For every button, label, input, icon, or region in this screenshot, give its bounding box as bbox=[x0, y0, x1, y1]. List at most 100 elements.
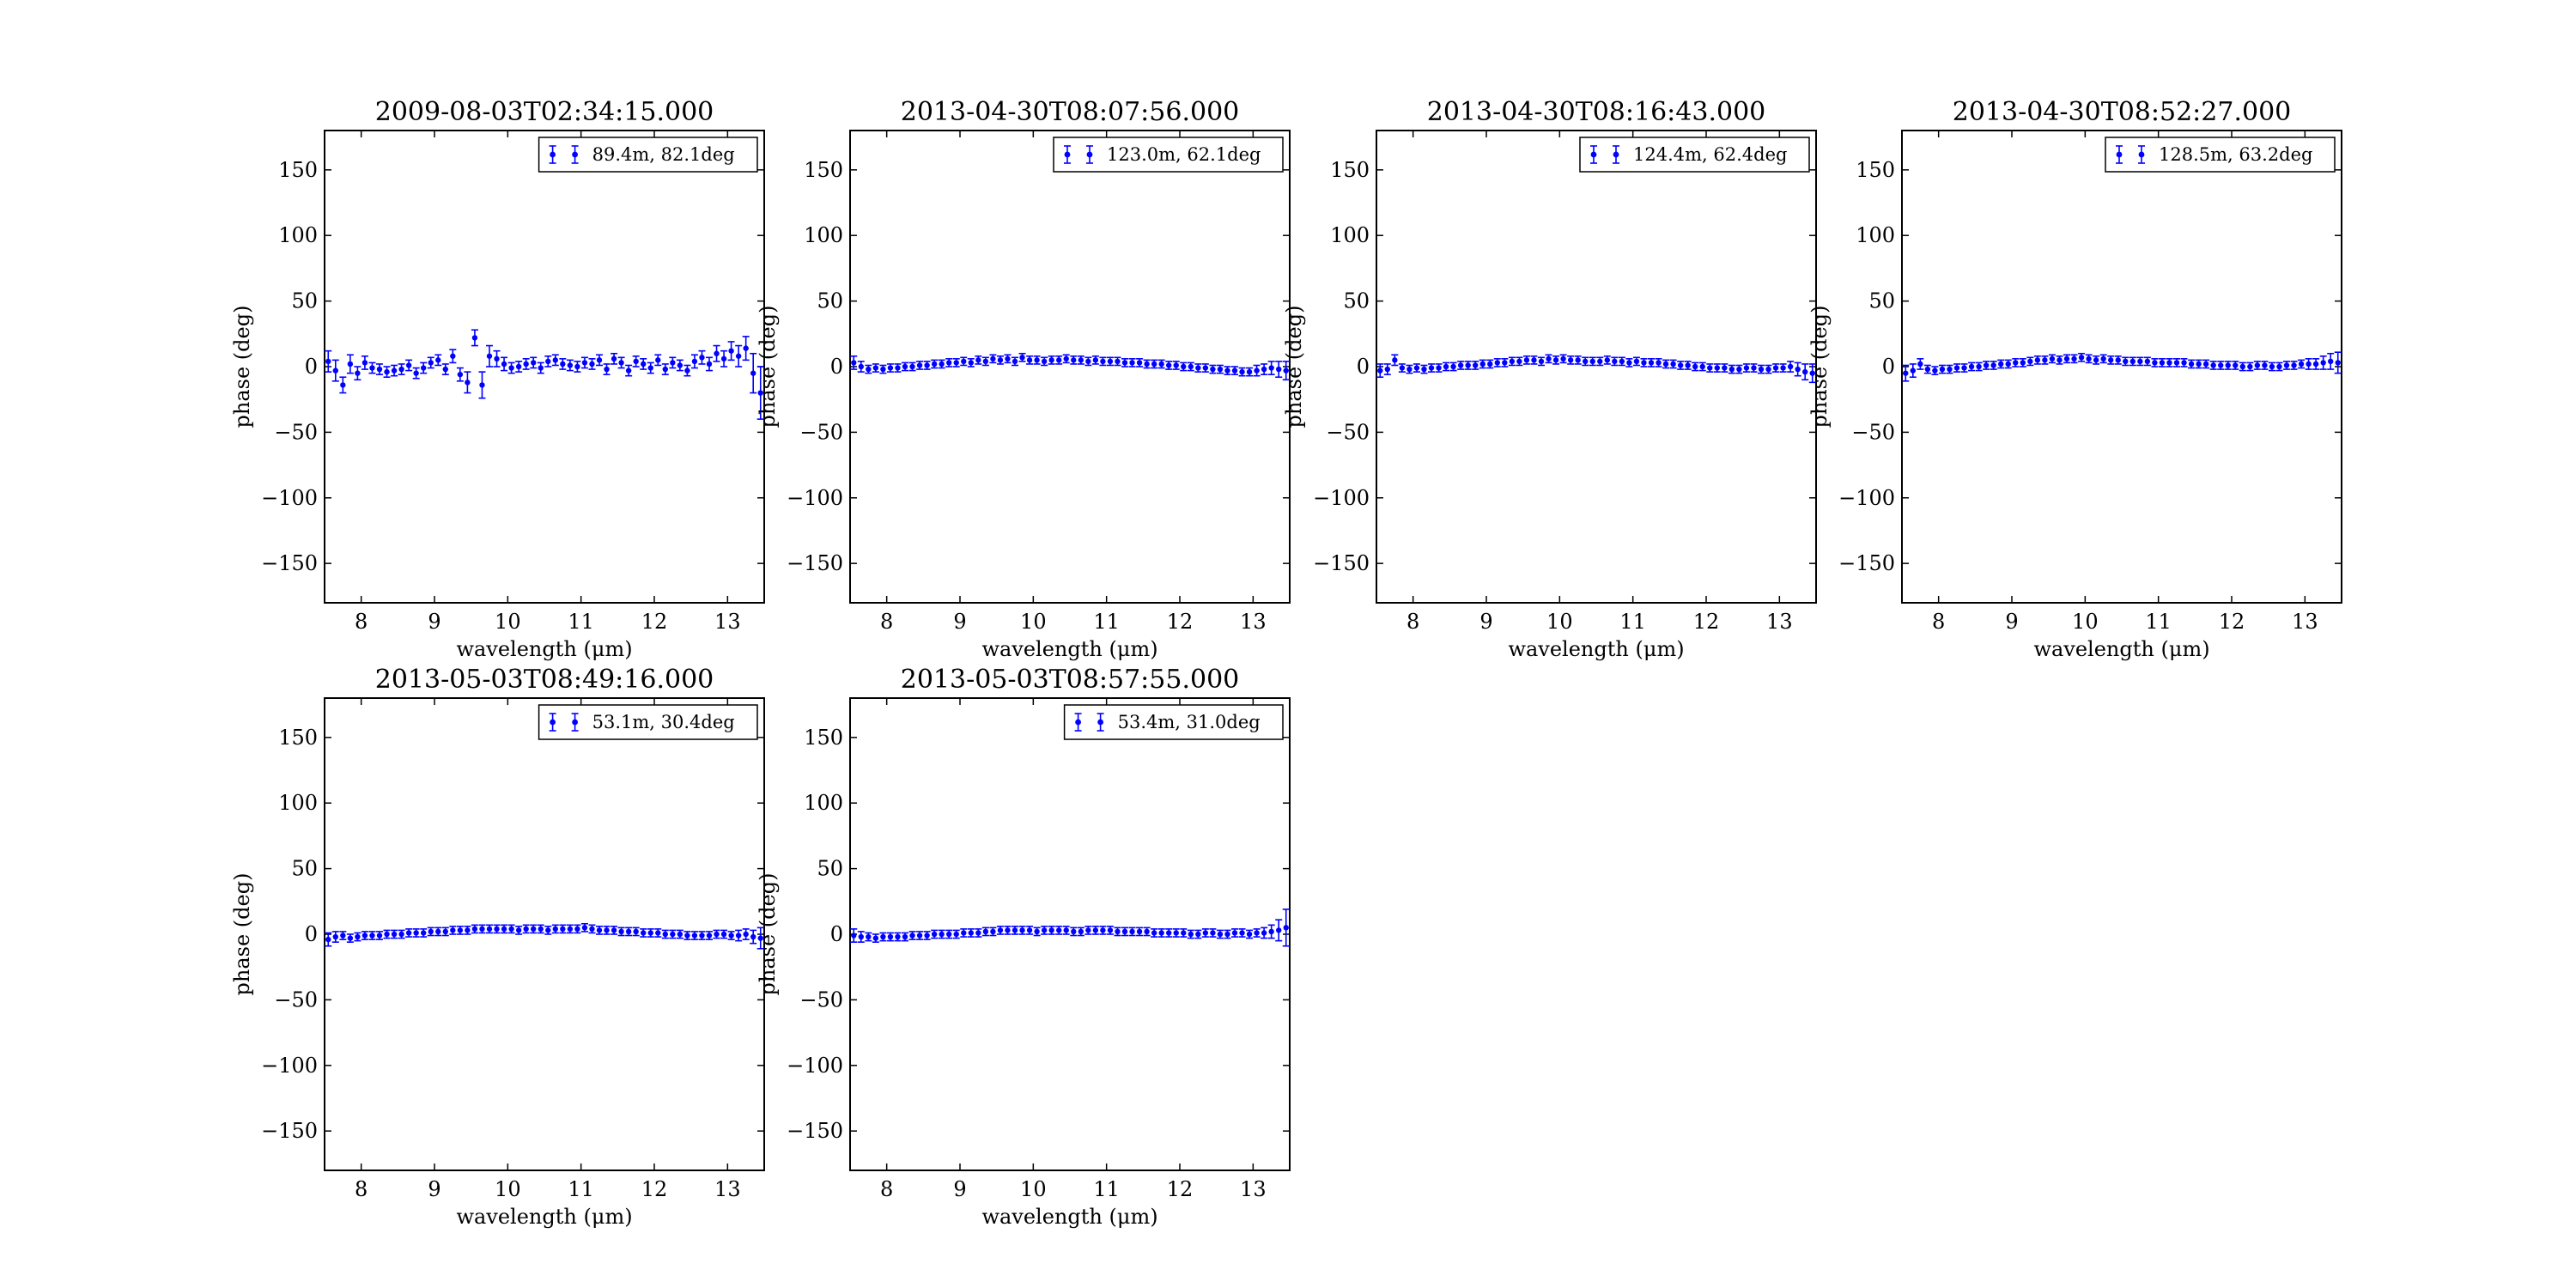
data-point bbox=[1114, 356, 1121, 367]
marker bbox=[931, 931, 938, 938]
data-point bbox=[2180, 358, 2188, 368]
data-point bbox=[1033, 355, 1041, 365]
data-point bbox=[515, 361, 523, 373]
y-tick-label: 100 bbox=[278, 791, 318, 815]
y-tick-label: −50 bbox=[274, 987, 318, 1012]
y-tick-label: −150 bbox=[787, 1119, 843, 1143]
data-point bbox=[588, 924, 596, 934]
data-point bbox=[727, 341, 735, 361]
data-point bbox=[960, 356, 968, 367]
marker bbox=[1239, 368, 1245, 375]
data-point bbox=[611, 352, 618, 365]
x-axis-label: wavelength (μm) bbox=[981, 637, 1157, 661]
marker bbox=[961, 930, 967, 936]
marker bbox=[2034, 357, 2041, 363]
data-point bbox=[1157, 359, 1165, 369]
marker bbox=[2276, 363, 2282, 370]
data-point bbox=[493, 924, 501, 934]
data-point bbox=[383, 929, 391, 939]
marker bbox=[880, 933, 886, 940]
data-point bbox=[886, 363, 894, 373]
subplot-1: 2009-08-03T02:34:15.000 8 9 10 11 12 13 −150 −10… bbox=[230, 97, 765, 661]
legend: 89.4m, 82.1deg bbox=[538, 137, 758, 173]
data-point bbox=[1136, 358, 1144, 368]
marker bbox=[1283, 368, 1289, 374]
marker bbox=[1546, 355, 1552, 362]
data-point bbox=[1275, 919, 1283, 942]
marker bbox=[384, 368, 390, 375]
x-tick-label: 11 bbox=[2145, 610, 2172, 634]
marker bbox=[1107, 358, 1114, 365]
marker bbox=[1692, 363, 1698, 370]
marker bbox=[1421, 366, 1427, 373]
marker bbox=[1633, 358, 1640, 365]
x-tick-label: 12 bbox=[641, 610, 668, 634]
data-point bbox=[1180, 928, 1188, 938]
marker bbox=[2005, 361, 2011, 368]
y-tick-label: 50 bbox=[1868, 289, 1895, 313]
legend-dot bbox=[550, 719, 556, 726]
data-point bbox=[720, 349, 728, 368]
marker bbox=[1780, 365, 1786, 371]
data-point bbox=[698, 349, 706, 365]
data-point bbox=[486, 344, 493, 368]
x-tick-label: 12 bbox=[1167, 610, 1194, 634]
marker bbox=[1465, 362, 1471, 368]
marker bbox=[684, 368, 690, 374]
marker bbox=[670, 931, 676, 938]
marker bbox=[909, 363, 915, 370]
legend-marker bbox=[571, 713, 579, 732]
data-point bbox=[2188, 359, 2196, 369]
marker bbox=[887, 933, 894, 940]
data-point bbox=[872, 363, 879, 373]
marker bbox=[1699, 363, 1705, 370]
marker bbox=[1100, 358, 1106, 365]
data-point bbox=[1522, 355, 1530, 365]
data-point bbox=[574, 361, 581, 373]
data-point bbox=[683, 364, 691, 377]
data-point bbox=[865, 364, 872, 374]
marker bbox=[2071, 355, 2077, 362]
data-point bbox=[551, 354, 559, 367]
data-point bbox=[2239, 361, 2246, 372]
marker bbox=[1063, 355, 1069, 362]
marker bbox=[924, 362, 930, 368]
marker bbox=[655, 357, 661, 363]
marker bbox=[581, 360, 588, 366]
data-point bbox=[756, 927, 764, 950]
marker bbox=[2020, 360, 2026, 366]
marker bbox=[465, 380, 471, 386]
data-series bbox=[1376, 354, 1816, 384]
marker bbox=[1121, 360, 1128, 366]
marker bbox=[355, 370, 361, 376]
data-point bbox=[1508, 356, 1516, 367]
data-point bbox=[530, 924, 538, 934]
data-point bbox=[996, 355, 1004, 365]
data-point bbox=[750, 929, 757, 945]
y-tick-label: −50 bbox=[1851, 420, 1895, 444]
data-point bbox=[1398, 363, 1406, 373]
y-axis-label: phase (deg) bbox=[756, 873, 780, 996]
marker bbox=[2196, 361, 2202, 368]
data-point bbox=[1231, 366, 1238, 375]
marker bbox=[851, 360, 857, 366]
data-point bbox=[1713, 363, 1721, 373]
marker bbox=[1276, 927, 1282, 933]
data-point bbox=[2209, 361, 2217, 370]
data-point bbox=[742, 928, 750, 940]
marker bbox=[1998, 361, 2004, 368]
y-tick-label: 150 bbox=[278, 726, 318, 750]
marker bbox=[1473, 362, 1479, 368]
marker bbox=[1166, 930, 1172, 936]
data-point bbox=[1960, 363, 1968, 373]
marker bbox=[501, 926, 507, 933]
marker bbox=[538, 365, 544, 371]
marker bbox=[1976, 363, 1982, 370]
data-point bbox=[975, 355, 982, 365]
data-point bbox=[1238, 928, 1246, 938]
data-point bbox=[996, 926, 1004, 935]
marker bbox=[369, 933, 375, 939]
data-point bbox=[1209, 364, 1217, 374]
marker bbox=[1012, 358, 1018, 365]
data-point bbox=[1026, 355, 1034, 365]
